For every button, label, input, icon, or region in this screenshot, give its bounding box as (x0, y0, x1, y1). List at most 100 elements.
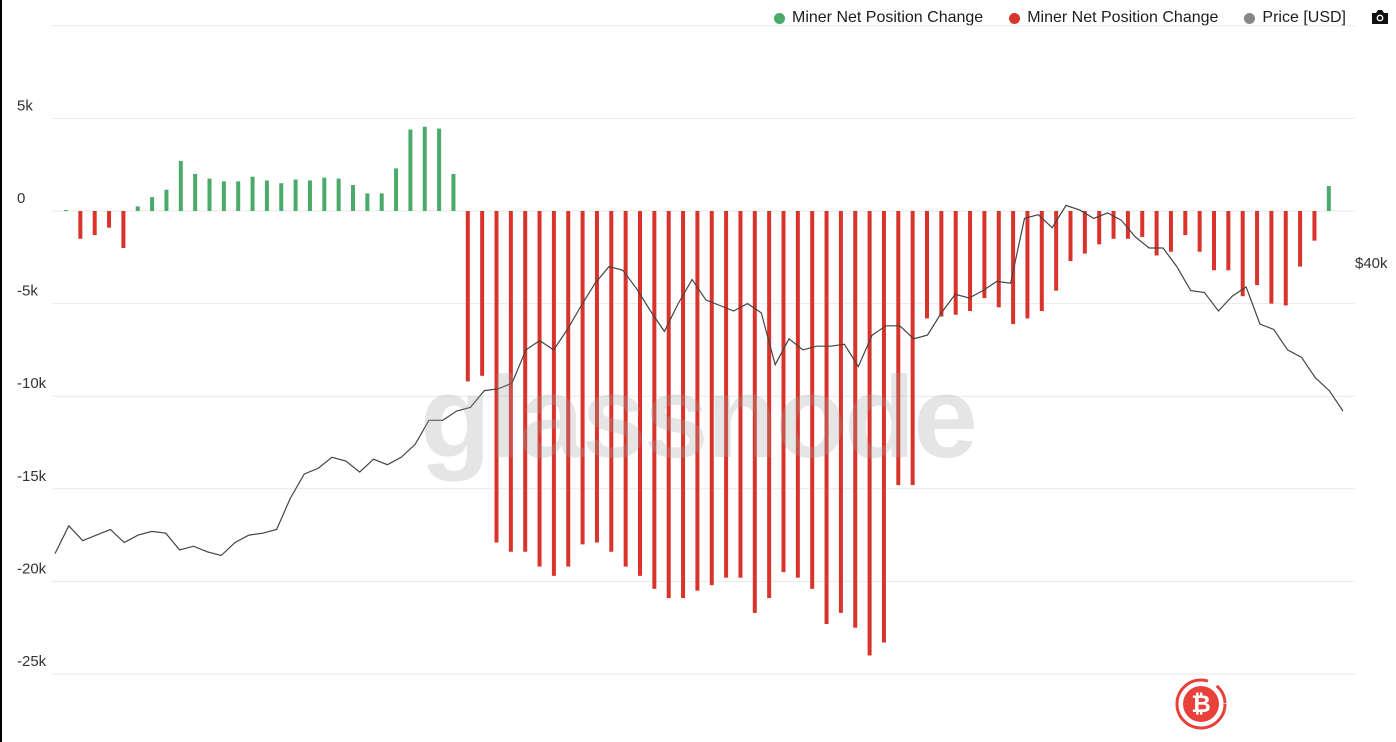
bar-negative[interactable] (580, 211, 585, 545)
bar-positive[interactable] (322, 177, 327, 211)
bar-positive[interactable] (164, 189, 169, 211)
bar-positive[interactable] (293, 179, 298, 211)
bar-negative[interactable] (508, 211, 513, 552)
bar-positive[interactable] (422, 126, 427, 211)
bar-negative[interactable] (738, 211, 743, 578)
bar-positive[interactable] (394, 168, 399, 211)
bar-negative[interactable] (824, 211, 829, 624)
bar-negative[interactable] (551, 211, 556, 576)
bar-negative[interactable] (1068, 211, 1073, 262)
bar-positive[interactable] (1326, 185, 1331, 211)
bar-negative[interactable] (939, 211, 944, 317)
bar-positive[interactable] (178, 160, 183, 211)
bar-negative[interactable] (982, 211, 987, 299)
bar-positive[interactable] (379, 193, 384, 211)
bar-negative[interactable] (681, 211, 686, 599)
legend-label-positive: Miner Net Position Change (791, 9, 984, 26)
bar-negative[interactable] (867, 211, 872, 656)
bar-negative[interactable] (1097, 211, 1102, 245)
bar-negative[interactable] (795, 211, 800, 578)
bar-negative[interactable] (609, 211, 614, 552)
bar-negative[interactable] (92, 211, 97, 236)
bar-negative[interactable] (1212, 211, 1216, 271)
bar-negative[interactable] (666, 211, 671, 599)
y-tick-label: -25k (17, 653, 47, 670)
bar-negative[interactable] (652, 211, 657, 589)
bar-negative[interactable] (1039, 211, 1044, 312)
bar-negative[interactable] (1183, 211, 1188, 236)
bar-negative[interactable] (594, 211, 599, 543)
bar-positive[interactable] (336, 178, 341, 211)
bar-negative[interactable] (881, 211, 886, 643)
bar-negative[interactable] (121, 211, 126, 249)
bars (64, 126, 1331, 656)
bar-negative[interactable] (1111, 211, 1116, 239)
bar-negative[interactable] (781, 211, 786, 573)
bar-positive[interactable] (264, 180, 269, 211)
bar-negative[interactable] (853, 211, 858, 628)
bar-negative[interactable] (1240, 211, 1245, 297)
legend: Miner Net Position Change Miner Net Posi… (773, 9, 1346, 27)
bar-negative[interactable] (1011, 211, 1016, 324)
bar-negative[interactable] (838, 211, 843, 613)
bar-negative[interactable] (465, 211, 470, 382)
bar-positive[interactable] (408, 129, 413, 211)
bar-negative[interactable] (1283, 211, 1288, 306)
bar-positive[interactable] (451, 173, 456, 211)
camera-icon[interactable] (1370, 8, 1390, 26)
bar-negative[interactable] (523, 211, 528, 552)
legend-item-price[interactable]: Price [USD] (1244, 9, 1346, 27)
bar-negative[interactable] (1255, 211, 1260, 286)
bar-negative[interactable] (1269, 211, 1274, 304)
bar-positive[interactable] (150, 197, 155, 211)
bar-negative[interactable] (638, 211, 642, 576)
bar-negative[interactable] (1082, 211, 1087, 254)
bar-positive[interactable] (193, 173, 198, 211)
bar-negative[interactable] (566, 211, 571, 567)
bar-negative[interactable] (1025, 211, 1030, 319)
price-series-line[interactable] (54, 204, 1344, 557)
bar-positive[interactable] (135, 206, 140, 211)
bar-negative[interactable] (1197, 211, 1202, 252)
bar-positive[interactable] (64, 210, 68, 212)
bar-positive[interactable] (221, 181, 226, 211)
bar-positive[interactable] (365, 193, 370, 211)
bar-positive[interactable] (307, 180, 312, 211)
legend-swatch-negative (1009, 12, 1021, 24)
legend-item-negative[interactable]: Miner Net Position Change (1009, 9, 1218, 27)
bar-negative[interactable] (1154, 211, 1159, 256)
bar-negative[interactable] (78, 211, 83, 239)
bar-negative[interactable] (752, 211, 757, 613)
bar-positive[interactable] (351, 185, 355, 211)
bar-negative[interactable] (480, 211, 485, 376)
bar-negative[interactable] (724, 211, 729, 578)
bar-negative[interactable] (1168, 211, 1173, 252)
bar-negative[interactable] (810, 211, 815, 589)
bar-positive[interactable] (236, 181, 241, 211)
bar-negative[interactable] (623, 211, 628, 567)
bar-negative[interactable] (996, 211, 1001, 308)
legend-item-positive[interactable]: Miner Net Position Change (773, 9, 984, 27)
bar-negative[interactable] (1298, 211, 1303, 267)
bar-positive[interactable] (250, 176, 255, 211)
bar-negative[interactable] (1054, 211, 1059, 291)
bar-negative[interactable] (494, 211, 499, 543)
bar-negative[interactable] (896, 211, 901, 486)
bar-negative[interactable] (695, 211, 700, 591)
bar-positive[interactable] (437, 128, 442, 211)
bar-negative[interactable] (107, 211, 112, 228)
bar-negative[interactable] (925, 211, 929, 319)
bar-negative[interactable] (1226, 211, 1231, 271)
bar-negative[interactable] (767, 211, 772, 599)
bar-negative[interactable] (537, 211, 542, 567)
right-axis-tick: $40k (1355, 255, 1388, 272)
bar-negative[interactable] (1140, 211, 1145, 237)
bar-positive[interactable] (207, 178, 212, 211)
bar-positive[interactable] (279, 183, 284, 211)
bar-negative[interactable] (1125, 211, 1130, 239)
bar-negative[interactable] (709, 211, 714, 586)
bar-negative[interactable] (953, 211, 958, 315)
bar-negative[interactable] (910, 211, 915, 486)
bar-negative[interactable] (968, 211, 973, 312)
bar-negative[interactable] (1312, 211, 1317, 241)
